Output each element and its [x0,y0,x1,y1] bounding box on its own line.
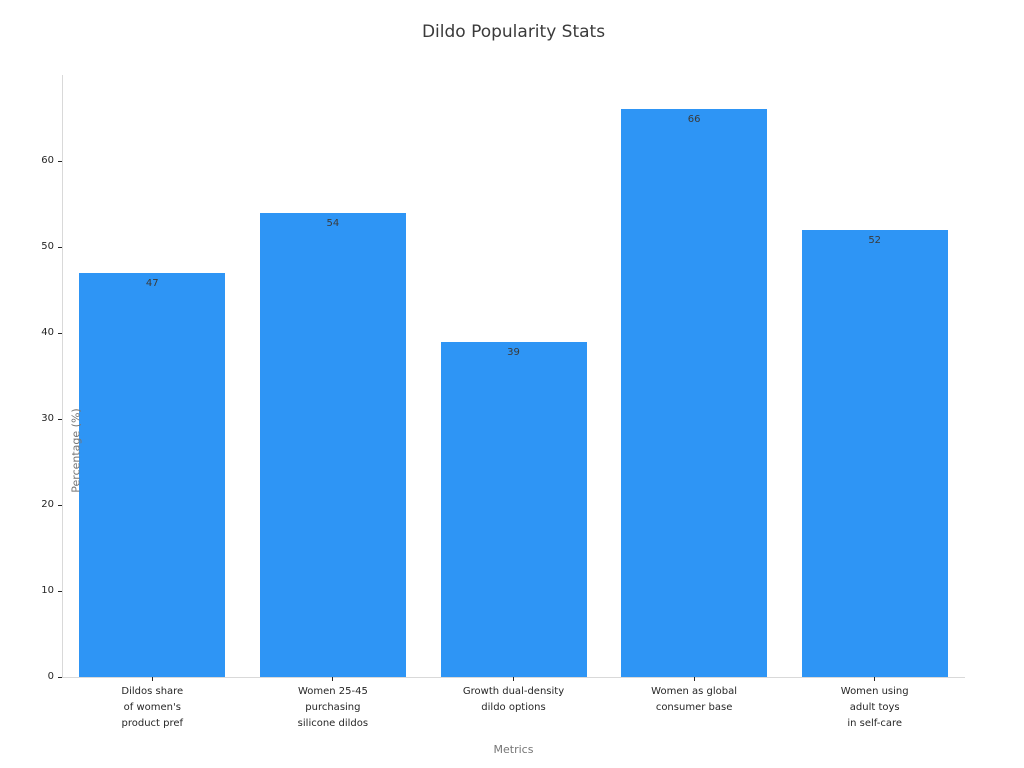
plot-area: 0 10 20 30 40 50 60 47 54 39 66 52 Dildos share of … [41,75,965,729]
x-tick-mark [151,677,153,681]
x-tick-label-line: dildo options [481,702,546,713]
chart-title: Dildo Popularity Stats [421,22,606,42]
y-tick-mark [58,160,62,162]
y-tick-label: 0 [47,671,54,682]
bar-value-label: 66 [687,114,701,126]
bar: 52 [801,229,948,677]
x-tick-label-line: Women 25-45 [297,686,368,697]
y-tick-mark [58,504,62,506]
bar-value-label: 54 [326,217,340,229]
x-tick-label-line: Women using [840,686,909,697]
x-tick-label-line: Dildos share [121,686,184,697]
y-axis-line [62,75,63,677]
x-axis-title: Metrics [493,743,534,756]
y-tick-label: 60 [41,155,54,166]
x-tick-label: Growth dual-density dildo options [463,684,564,716]
bar-value-label: 52 [868,234,882,246]
bar-value-label: 47 [145,277,159,289]
y-tick-mark [58,332,62,334]
y-tick-mark [58,676,62,678]
x-tick-label-line: of women's [123,702,181,713]
x-tick-mark [693,677,695,681]
x-tick-label: Women as global consumer base [651,684,737,716]
y-tick-label: 20 [41,499,54,510]
x-tick-label-line: adult toys [849,702,900,713]
bar: 54 [259,212,406,677]
bar: 39 [440,341,587,677]
x-tick-mark [874,677,876,681]
x-tick-mark [513,677,514,681]
x-tick-label-line: in self-care [847,718,903,729]
y-tick-mark [58,246,62,248]
bar: 47 [79,272,226,677]
x-tick-label-line: Growth dual-density [462,686,565,697]
bar-value-label: 39 [507,346,520,358]
y-tick-label: 50 [41,241,54,252]
x-tick-label-line: Women as global [651,686,738,697]
x-tick-label-line: consumer base [655,702,733,713]
bar: 66 [621,109,768,677]
y-axis-title: Percentage (%) [69,408,83,493]
y-tick-mark [58,418,62,420]
y-tick-label: 30 [41,413,54,424]
x-tick-label: Women 25-45 purchasing silicone dildos [298,684,368,732]
y-tick-mark [58,590,62,592]
y-tick-label: 10 [41,585,54,596]
x-tick-label: Women using adult toys in self-care [841,684,909,732]
x-tick-label: Dildos share of women's product pref [121,684,183,732]
y-tick-label: 40 [41,327,54,338]
x-tick-label-line: product pref [121,718,184,729]
x-tick-mark [332,677,334,681]
x-tick-label-line: purchasing [305,702,361,713]
x-tick-label-line: silicone dildos [297,718,369,729]
